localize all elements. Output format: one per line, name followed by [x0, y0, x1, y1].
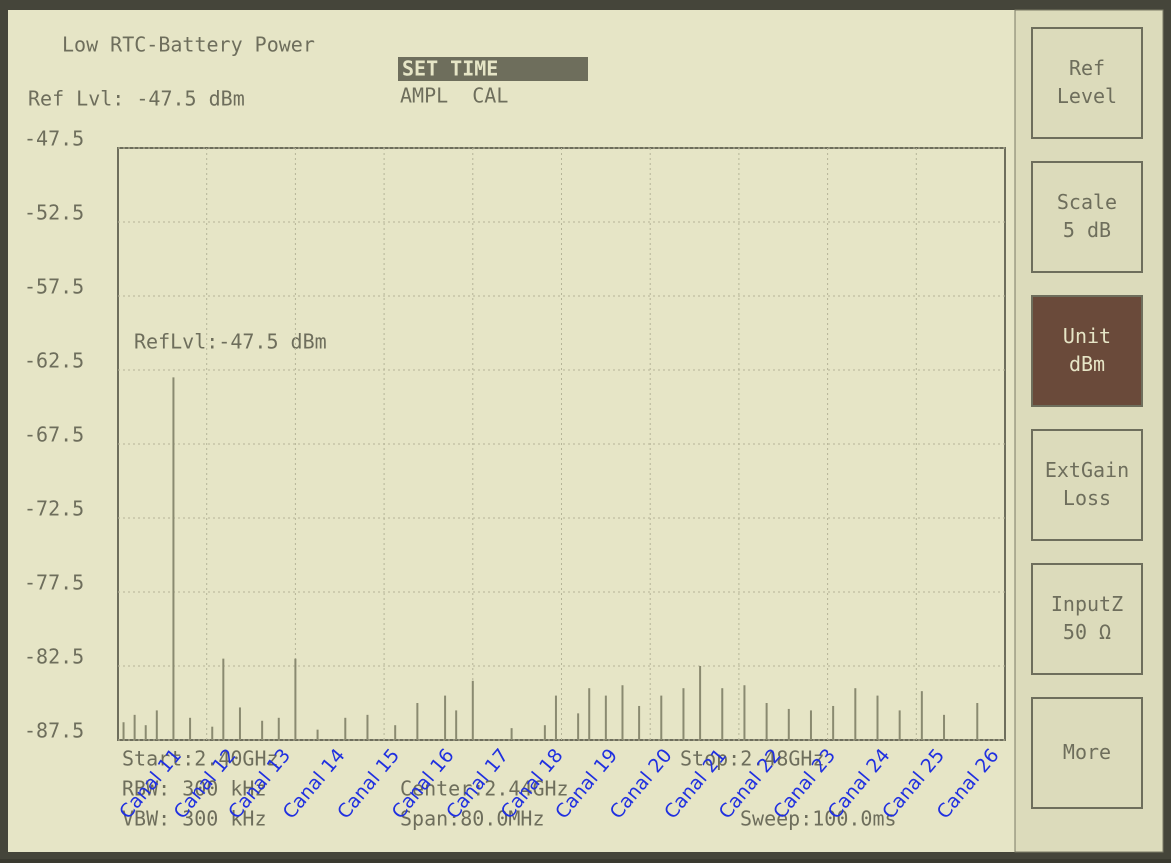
softkey-line: Level — [1057, 84, 1117, 108]
ref-level: Ref Lvl: -47.5 dBm — [28, 87, 245, 111]
softkey-line: Loss — [1063, 486, 1111, 510]
y-tick-label: -57.5 — [24, 275, 84, 299]
ampl-cal: AMPL CAL — [400, 84, 508, 108]
softkey-line: ExtGain — [1045, 458, 1129, 482]
y-tick-label: -82.5 — [24, 645, 84, 669]
y-tick-label: -52.5 — [24, 201, 84, 225]
softkey-line: 5 dB — [1063, 218, 1111, 242]
set-time: SET TIME — [402, 57, 498, 81]
marker-label: RefLvl:-47.5 dBm — [134, 330, 327, 354]
readout: Start:2.40GHz — [122, 747, 279, 771]
softkey-line: 50 Ω — [1063, 620, 1111, 644]
softkey-line: dBm — [1069, 352, 1105, 376]
screen — [8, 10, 1163, 852]
y-tick-label: -62.5 — [24, 349, 84, 373]
softkey-line: Scale — [1057, 190, 1117, 214]
y-tick-label: -77.5 — [24, 571, 84, 595]
analyzer-screen: Low RTC-Battery Power SET TIME AMPL CAL … — [0, 0, 1171, 859]
softkey-line: Ref — [1069, 56, 1105, 80]
softkey-label: More — [1063, 740, 1111, 764]
softkey[interactable]: Unit dBm — [1032, 296, 1142, 406]
battery-status: Low RTC-Battery Power — [62, 33, 315, 57]
softkey-line: Unit — [1063, 324, 1111, 348]
y-tick-label: -72.5 — [24, 497, 84, 521]
page: Low RTC-Battery Power SET TIME AMPL CAL … — [0, 0, 1171, 863]
readout: Sweep:100.0ms — [740, 807, 897, 831]
softkey-line: InputZ — [1051, 592, 1123, 616]
y-tick-label: -87.5 — [24, 719, 84, 743]
softkey-line: More — [1063, 740, 1111, 764]
y-tick-label: -67.5 — [24, 423, 84, 447]
y-tick-label: -47.5 — [24, 127, 84, 151]
